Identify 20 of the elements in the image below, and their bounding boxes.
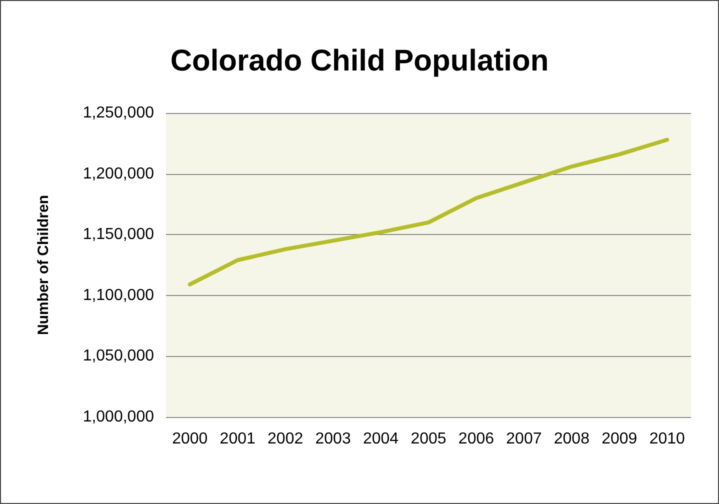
y-tick-label: 1,150,000 (82, 226, 154, 244)
y-tick-label: 1,250,000 (82, 104, 154, 122)
y-tick-label: 1,100,000 (82, 286, 154, 304)
x-tick-label: 2008 (554, 430, 590, 448)
x-tick-label: 2009 (602, 430, 638, 448)
y-tick-label: 1,050,000 (82, 348, 154, 365)
x-tick-label: 2007 (506, 430, 542, 448)
chart-title: Colorado Child Population (170, 44, 549, 78)
x-tick-label: 2003 (315, 430, 351, 448)
y-tick-label: 1,200,000 (82, 165, 154, 182)
x-tick-label: 2005 (410, 430, 446, 448)
x-tick-label: 2006 (458, 430, 494, 448)
line-series (188, 138, 670, 286)
x-tick-label: 2010 (649, 430, 686, 448)
x-tick-label: 2002 (268, 430, 304, 448)
x-tick-label: 2000 (172, 430, 208, 448)
y-axis-title: Number of Children (35, 194, 52, 336)
y-tick-label: 1,000,000 (82, 408, 154, 426)
x-tick-label: 2001 (220, 430, 256, 448)
x-tick-label: 2004 (362, 430, 399, 448)
